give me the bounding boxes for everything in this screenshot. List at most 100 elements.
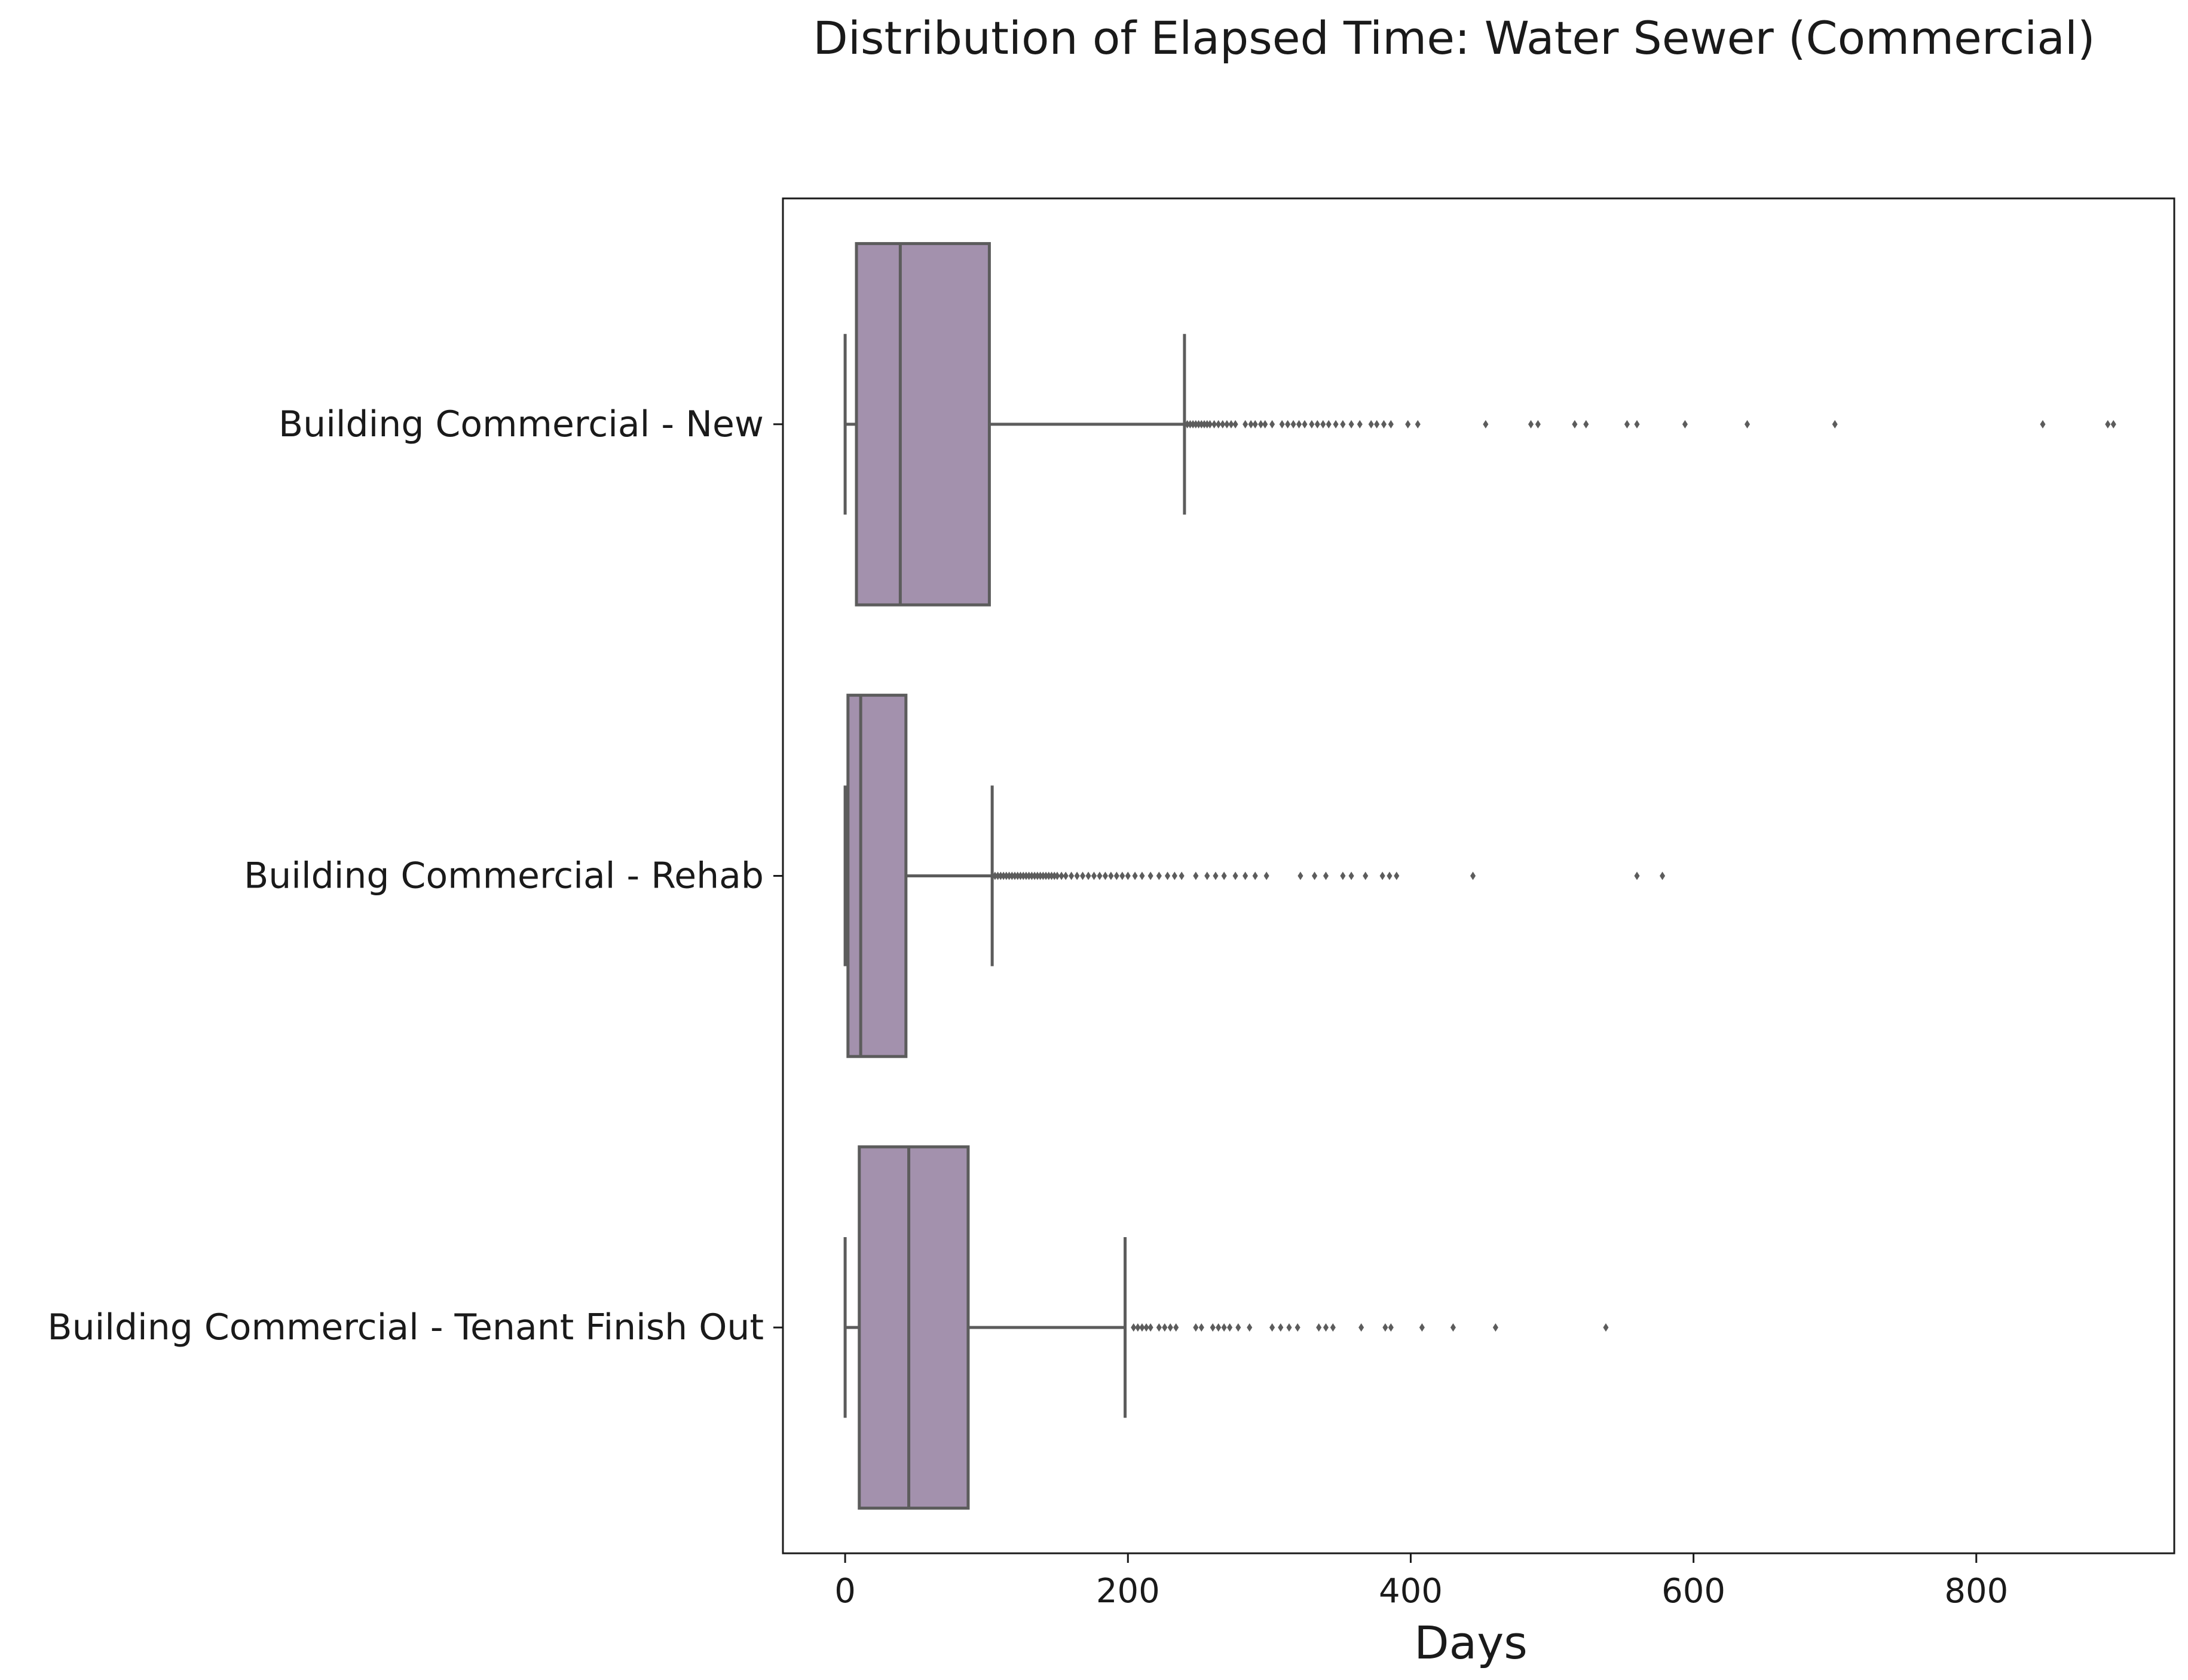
outlier-point [1258,420,1264,429]
outlier-point [1074,871,1080,880]
x-tick-label: 600 [1661,1572,1725,1611]
outlier-point [1224,420,1230,429]
outlier-point [1113,871,1119,880]
outlier-point [1290,420,1296,429]
outlier-point [1278,1323,1284,1332]
outlier-point [1211,420,1217,429]
outlier-point [1583,420,1589,429]
outlier-point [1450,1323,1456,1332]
x-tick-label: 800 [1944,1572,2008,1611]
outlier-point [1358,1323,1364,1332]
outlier-point [1340,871,1346,880]
outlier-point [1216,420,1222,429]
y-tick-label: Building Commercial - Rehab [244,855,764,897]
outlier-point [1069,871,1075,880]
outlier-point [1000,871,1006,880]
box-group [843,1145,1609,1510]
outlier-point [1185,420,1191,429]
outlier-point [1296,420,1302,429]
outlier-point [1054,871,1060,880]
outlier-point [2040,420,2046,429]
iqr-box [858,1145,970,1510]
outlier-point [1348,871,1354,880]
x-axis-label: Days [1414,1616,1528,1669]
outlier-point [992,871,998,880]
outlier-point [1528,420,1534,429]
outlier-point [1204,871,1210,880]
outlier-point [1187,420,1193,429]
outlier-point [1316,1323,1322,1332]
y-tick-label: Building Commercial - New [279,403,764,445]
outlier-point [1405,420,1411,429]
outlier-point [1252,871,1258,880]
outlier-point [1660,871,1666,880]
outlier-point [1269,420,1275,429]
outlier-point [1080,871,1086,880]
outlier-point [1624,420,1630,429]
outlier-point [1198,420,1204,429]
outlier-point [1032,871,1038,880]
outlier-point [1213,871,1219,880]
outlier-point [1263,871,1269,880]
outlier-point [1394,871,1400,880]
outlier-point [1232,420,1238,429]
outlier-point [1634,420,1640,429]
outlier-point [1262,420,1268,429]
outlier-point [1009,871,1015,880]
outlier-point [1190,420,1196,429]
outlier-point [1193,871,1199,880]
outlier-point [1058,871,1064,880]
chart-title: Distribution of Elapsed Time: Water Sewe… [813,11,2095,65]
outlier-point [1017,871,1024,880]
outlier-point [1235,1323,1241,1332]
outlier-point [1003,871,1009,880]
outlier-point [1220,420,1226,429]
outlier-point [1035,871,1041,880]
outlier-point [1221,871,1227,880]
outlier-point [1198,1323,1204,1332]
outlier-point [1020,871,1026,880]
outlier-point [1492,1323,1498,1332]
outlier-point [1312,871,1318,880]
outlier-point [1330,1323,1336,1332]
outlier-point [1323,1323,1329,1332]
outlier-point [1167,1323,1173,1332]
outlier-point [1038,871,1043,880]
outlier-point [1381,420,1387,429]
outlier-point [1006,871,1012,880]
outlier-point [1252,420,1258,429]
outlier-point [1046,871,1052,880]
outlier-point [1051,871,1057,880]
outlier-point [1374,420,1380,429]
outlier-point [1196,420,1202,429]
outlier-point [1323,871,1329,880]
outlier-point [1043,871,1049,880]
outlier-point [1210,1323,1216,1332]
outlier-point [1348,420,1354,429]
outlier-point [1097,871,1103,880]
y-axis: Building Commercial - New Building Commer… [47,403,783,1348]
outlier-point [1143,1323,1149,1332]
x-tick-label: 400 [1379,1572,1443,1611]
outlier-point [1026,871,1032,880]
outlier-point [1535,420,1541,429]
outlier-point [1125,871,1131,880]
outlier-point [1286,1323,1292,1332]
outlier-point [1388,420,1394,429]
outlier-point [1040,871,1046,880]
outlier-point [1063,871,1069,880]
x-tick-label: 0 [834,1572,856,1611]
outlier-point [1415,420,1421,429]
outlier-point [1634,871,1640,880]
outlier-point [1243,871,1248,880]
outlier-point [1320,420,1326,429]
outlier-point [1228,420,1234,429]
outlier-point [1419,1323,1425,1332]
outlier-point [1029,871,1035,880]
outlier-point [2110,420,2116,429]
outlier-point [1388,1323,1394,1332]
outlier-point [1023,871,1029,880]
outlier-point [1085,871,1091,880]
outlier-point [1171,871,1177,880]
